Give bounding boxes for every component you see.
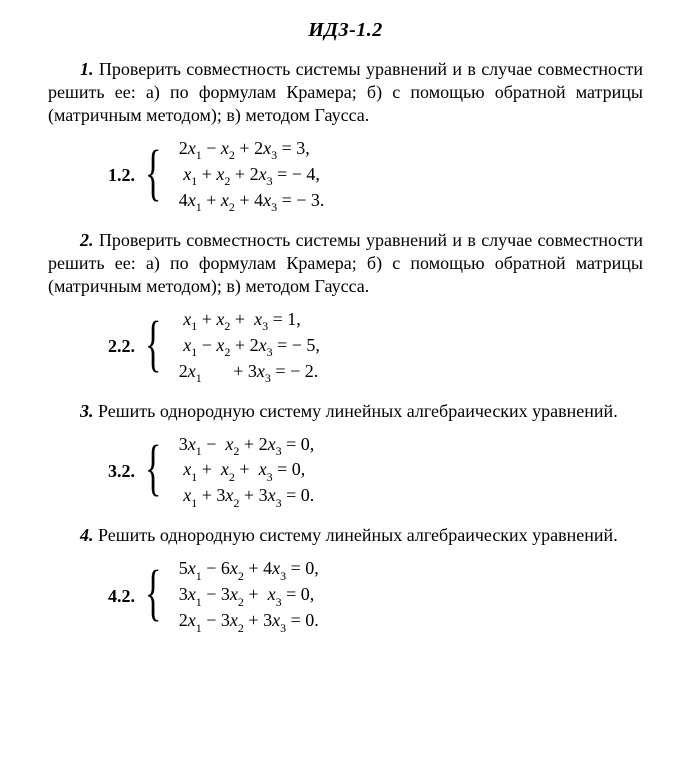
problem-2-body: Проверить совместность системы уравнений… [48,230,643,296]
problem-2-num: 2. [80,230,94,250]
equation-row: x1 − x2 + 2x3 = − 5, [179,334,320,360]
problem-4-text: 4. Решить однородную систему линейных ал… [48,524,643,547]
equation-row: 2x1 + 3x3 = − 2. [179,360,320,386]
equation-rows-1: 2x1 − x2 + 2x3 = 3, x1 + x2 + 2x3 = − 4,… [179,137,325,215]
equation-rows-2: x1 + x2 + x3 = 1, x1 − x2 + 2x3 = − 5, 2… [179,308,320,386]
equation-label-4: 4.2. [108,585,135,608]
equation-row: 5x1 − 6x2 + 4x3 = 0, [179,557,319,583]
equation-row: 3x1 − 3x2 + x3 = 0, [179,583,319,609]
equation-row: 2x1 − 3x2 + 3x3 = 0. [179,609,319,635]
equation-row: x1 + x2 + x3 = 1, [179,308,320,334]
problem-1-text: 1. Проверить совместность системы уравне… [48,58,643,127]
brace-icon: { [145,437,161,499]
equation-row: 4x1 + x2 + 4x3 = − 3. [179,189,325,215]
brace-icon: { [145,142,161,204]
equation-row: x1 + 3x2 + 3x3 = 0. [179,484,314,510]
equation-row: x1 + x2 + 2x3 = − 4, [179,163,325,189]
equation-row: 2x1 − x2 + 2x3 = 3, [179,137,325,163]
brace-icon: { [145,562,161,624]
problem-1-num: 1. [80,59,94,79]
equation-block-1: 1.2. { 2x1 − x2 + 2x3 = 3, x1 + x2 + 2x3… [48,137,643,215]
problem-3-body: Решить однородную систему линейных алгеб… [98,401,618,421]
equation-rows-3: 3x1 − x2 + 2x3 = 0, x1 + x2 + x3 = 0, x1… [179,433,314,511]
equation-label-1: 1.2. [108,164,135,187]
equation-row: x1 + x2 + x3 = 0, [179,458,314,484]
problem-3-num: 3. [80,401,94,421]
equation-block-3: 3.2. { 3x1 − x2 + 2x3 = 0, x1 + x2 + x3 … [48,433,643,511]
equation-label-2: 2.2. [108,335,135,358]
problem-3-text: 3. Решить однородную систему линейных ал… [48,400,643,423]
equation-row: 3x1 − x2 + 2x3 = 0, [179,433,314,459]
problem-2-text: 2. Проверить совместность системы уравне… [48,229,643,298]
problem-4-body: Решить однородную систему линейных алгеб… [98,525,618,545]
problem-1-body: Проверить совместность системы уравнений… [48,59,643,125]
page-title: ИДЗ-1.2 [48,18,643,44]
equation-block-2: 2.2. { x1 + x2 + x3 = 1, x1 − x2 + 2x3 =… [48,308,643,386]
equation-rows-4: 5x1 − 6x2 + 4x3 = 0, 3x1 − 3x2 + x3 = 0,… [179,557,319,635]
problem-4-num: 4. [80,525,94,545]
equation-label-3: 3.2. [108,460,135,483]
equation-block-4: 4.2. { 5x1 − 6x2 + 4x3 = 0, 3x1 − 3x2 + … [48,557,643,635]
brace-icon: { [145,313,161,375]
